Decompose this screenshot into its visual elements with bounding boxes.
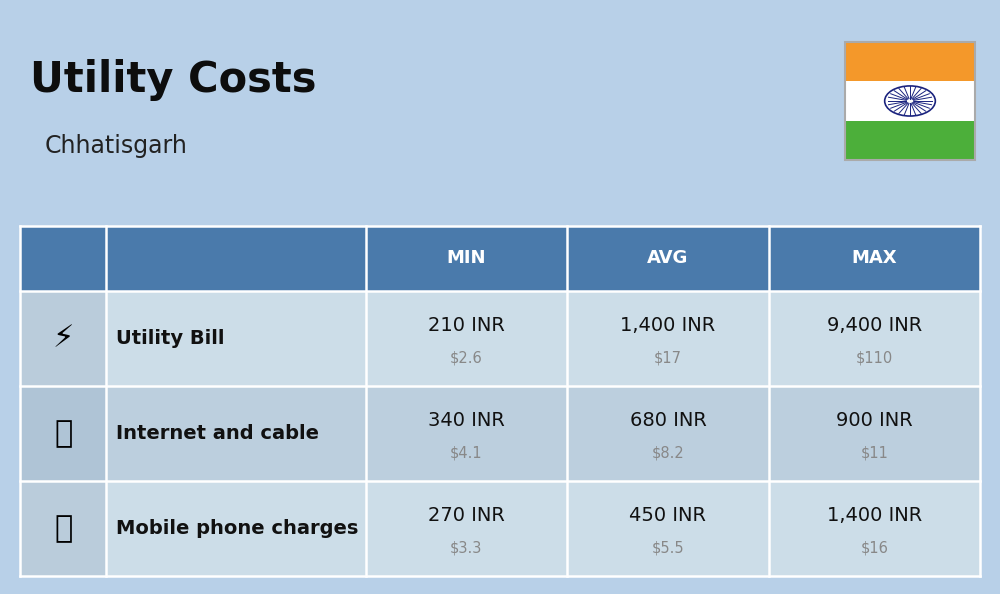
Text: Utility Bill: Utility Bill <box>116 329 225 348</box>
Text: $110: $110 <box>856 350 893 366</box>
FancyBboxPatch shape <box>845 121 975 160</box>
Text: $2.6: $2.6 <box>450 350 483 366</box>
Text: 📱: 📱 <box>54 514 72 543</box>
Text: MAX: MAX <box>852 249 897 267</box>
FancyBboxPatch shape <box>20 481 980 576</box>
FancyBboxPatch shape <box>845 42 975 81</box>
Text: Mobile phone charges: Mobile phone charges <box>116 519 359 538</box>
Text: $4.1: $4.1 <box>450 446 483 461</box>
Text: 9,400 INR: 9,400 INR <box>827 316 922 335</box>
Text: $8.2: $8.2 <box>652 446 684 461</box>
FancyBboxPatch shape <box>20 226 980 291</box>
Text: 1,400 INR: 1,400 INR <box>827 506 922 525</box>
Text: 450 INR: 450 INR <box>630 506 706 525</box>
Text: ⚡: ⚡ <box>53 324 74 353</box>
Text: 1,400 INR: 1,400 INR <box>620 316 716 335</box>
Text: 900 INR: 900 INR <box>836 411 913 430</box>
FancyBboxPatch shape <box>20 481 106 576</box>
Text: 340 INR: 340 INR <box>428 411 505 430</box>
Text: 270 INR: 270 INR <box>428 506 505 525</box>
Text: $17: $17 <box>654 350 682 366</box>
Text: $16: $16 <box>860 541 888 556</box>
FancyBboxPatch shape <box>20 291 106 386</box>
Text: $5.5: $5.5 <box>652 541 684 556</box>
Text: Utility Costs: Utility Costs <box>30 59 316 101</box>
Text: MIN: MIN <box>447 249 486 267</box>
Text: 210 INR: 210 INR <box>428 316 505 335</box>
FancyBboxPatch shape <box>845 81 975 121</box>
FancyBboxPatch shape <box>20 386 106 481</box>
Text: 680 INR: 680 INR <box>630 411 706 430</box>
Text: Internet and cable: Internet and cable <box>116 424 319 443</box>
Text: Chhatisgarh: Chhatisgarh <box>45 134 188 157</box>
FancyBboxPatch shape <box>20 386 980 481</box>
Text: $3.3: $3.3 <box>450 541 483 556</box>
FancyBboxPatch shape <box>20 291 980 386</box>
Text: AVG: AVG <box>647 249 689 267</box>
Text: $11: $11 <box>860 446 888 461</box>
Text: 📶: 📶 <box>54 419 72 448</box>
